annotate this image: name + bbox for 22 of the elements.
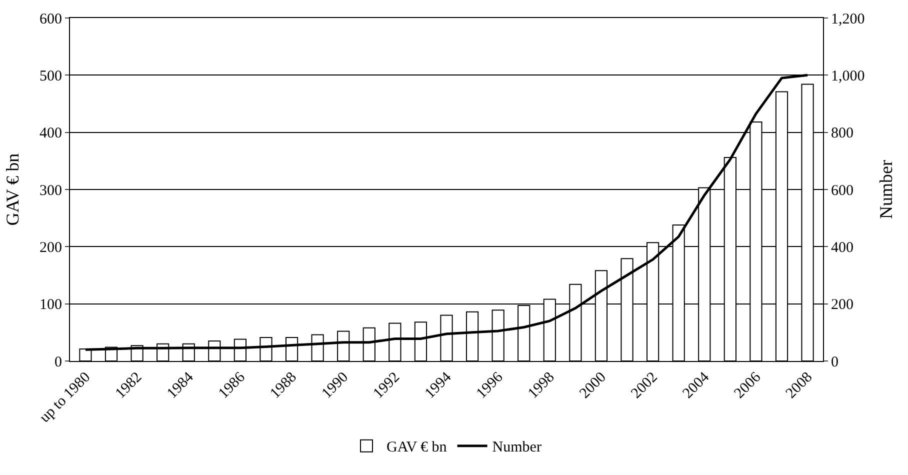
x-tick-label: 1990 <box>318 369 352 402</box>
y-axis-title: GAV € bn <box>2 153 23 226</box>
y2-tick-label: 400 <box>831 240 854 256</box>
y2-tick-label: 200 <box>831 297 854 314</box>
y2-tick-label: 1,000 <box>831 68 865 84</box>
x-tick-label: 1982 <box>112 369 146 402</box>
y-tick-label: 0 <box>54 354 62 370</box>
y2-tick-label: 800 <box>831 126 854 142</box>
x-tick-label: up to 1980 <box>36 369 94 426</box>
y2-tick-label: 1,200 <box>831 11 865 28</box>
y-tick-label: 100 <box>40 297 62 314</box>
y-tick-label: 400 <box>40 126 62 142</box>
y2-tick-label: 0 <box>831 354 838 370</box>
y2-axis-title: Number <box>876 160 896 219</box>
legend-label: Number <box>492 440 542 456</box>
y-tick-label: 500 <box>40 68 62 84</box>
legend-label: GAV € bn <box>386 440 448 456</box>
y-tick-label: 600 <box>40 11 62 28</box>
y-tick-label: 200 <box>40 240 62 256</box>
x-tick-label: 1992 <box>370 369 404 402</box>
y2-tick-label: 600 <box>831 182 854 199</box>
y-tick-label: 300 <box>40 182 62 199</box>
